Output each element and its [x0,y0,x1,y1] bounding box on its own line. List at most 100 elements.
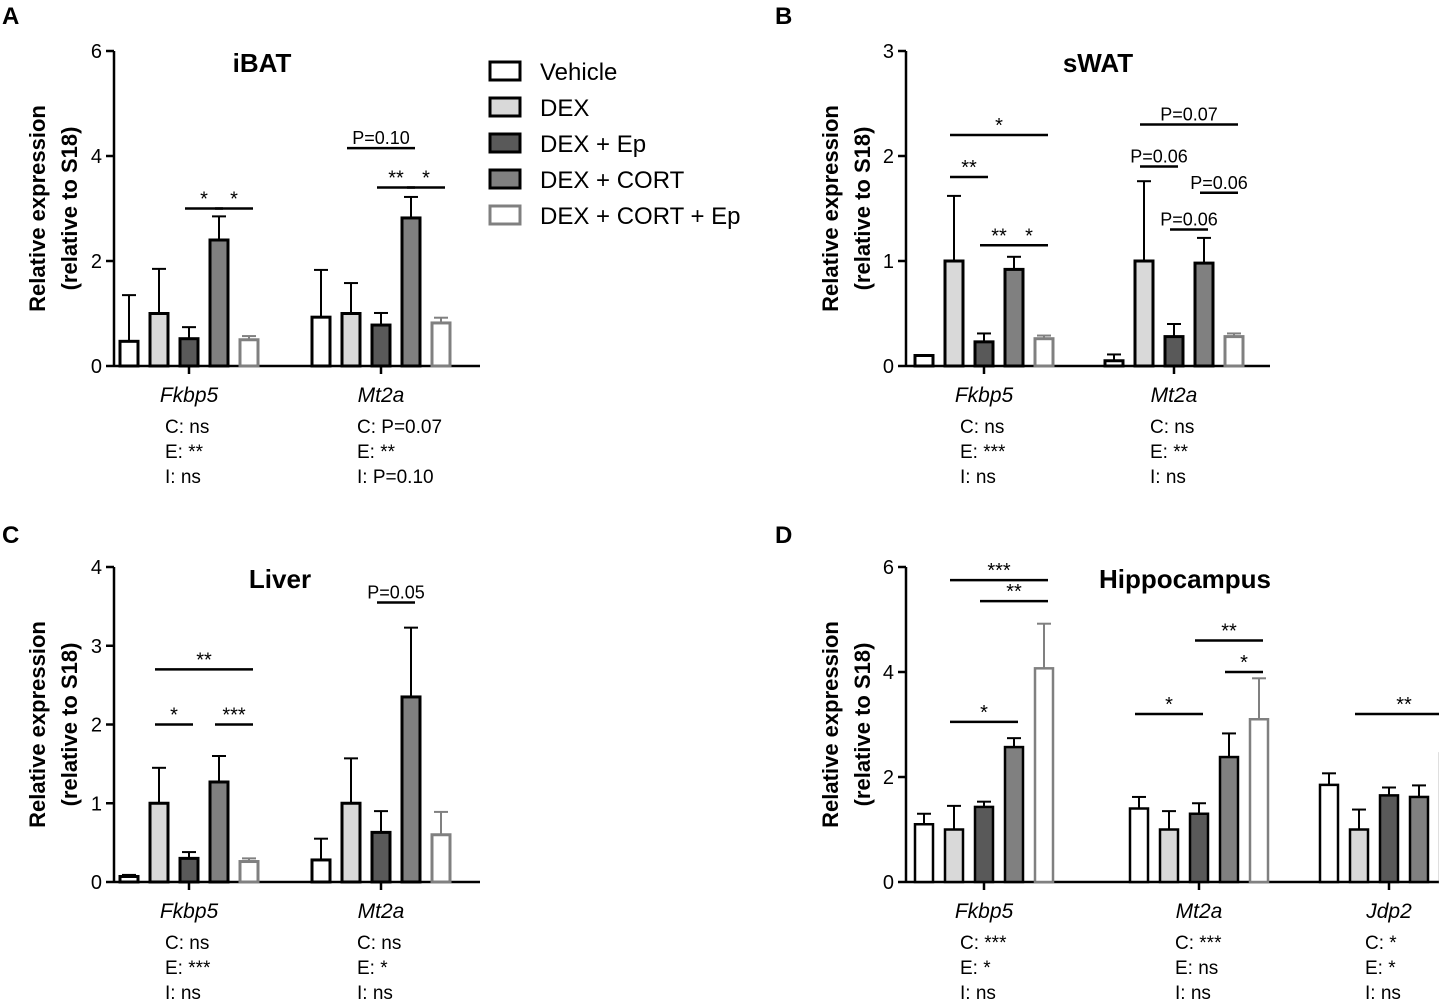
bar-dex-cort [208,238,230,368]
bar-dex [1348,828,1370,884]
category-label: Jdp2 [1365,900,1412,923]
bar-vehicle [310,858,332,884]
category-label: Mt2a [358,384,405,407]
significance-label: P=0.06 [1160,210,1218,230]
y-tick-label: 4 [91,146,102,168]
panel-letter-d: D [775,522,792,549]
stat-line: C: ns [960,417,1004,438]
significance-label: ** [196,649,212,671]
legend-label: DEX + CORT [540,167,685,194]
bar-vehicle [310,315,332,368]
bar-dex-cort-ep [430,321,452,368]
bar-dex-cort [1003,267,1025,368]
bar-dex-ep [370,830,392,884]
bar-vehicle [913,354,935,368]
bar-dex-cort-ep [238,338,260,368]
y-axis-label-line: Relative expression [818,621,843,828]
stat-line: E: * [357,958,388,979]
y-axis-label-line: (relative to S18) [57,127,82,291]
y-axis-label: Relative expression (relative to S18) [818,621,875,828]
significance-label: P=0.06 [1130,147,1188,167]
y-tick-label: 0 [91,872,102,894]
y-tick-label: 2 [91,715,102,737]
y-tick-label: 1 [883,251,894,273]
y-axis-label: Relative expression (relative to S18) [818,105,875,312]
legend: Vehicle DEX DEX + Ep DEX + CORT DEX + CORT +… [488,59,741,230]
significance-label: * [995,115,1003,137]
significance-label: ** [1006,581,1022,603]
bar-dex [1133,259,1155,368]
legend-swatch [488,96,522,118]
y-axis-label-line: (relative to S18) [850,643,875,807]
category-label: Fkbp5 [955,900,1014,923]
bar-dex [148,801,170,884]
stat-line: I: ns [165,983,201,1004]
bar-dex-cort [400,695,422,884]
significance-label: * [1240,652,1248,674]
significance-label: ** [991,225,1007,247]
y-axis-label-line: (relative to S18) [850,127,875,291]
bar-vehicle [118,874,140,884]
stat-line: I: ns [960,467,996,488]
y-tick-label: 2 [883,146,894,168]
significance-label: P=0.10 [352,128,410,148]
bar-dex-cort-ep [1223,335,1245,368]
stat-line: E: * [960,958,991,979]
y-tick-label: 4 [883,662,894,684]
significance-label: * [230,189,238,211]
stat-line: I: ns [165,467,201,488]
y-tick-label: 1 [91,793,102,815]
significance-label: *** [222,705,246,727]
panel-letter-b: B [775,3,792,30]
stat-line: E: * [1365,958,1396,979]
category-label: Mt2a [1176,900,1223,923]
significance-label: P=0.05 [367,582,425,602]
panels: 0 2 4 6 Relative expression (relative to S18)… [25,41,1439,1004]
bar-dex-cort [208,780,230,884]
significance-label: ** [388,168,404,190]
y-tick-label: 2 [883,767,894,789]
panel-b: 0 1 2 3 Relative expression (relative to S18)… [818,41,1270,488]
bar-vehicle [1128,807,1150,884]
legend-label: DEX + CORT + Ep [540,203,741,230]
y-axis-label-line: (relative to S18) [57,643,82,807]
stat-line: C: * [1365,933,1397,954]
stat-line: I: ns [1365,983,1401,1004]
category-label: Mt2a [358,900,405,923]
significance-label: * [422,168,430,190]
stat-line: I: ns [960,983,996,1004]
stat-line: C: P=0.07 [357,417,442,438]
stat-line: C: ns [357,933,401,954]
significance-label: ** [1396,694,1412,716]
legend-label: Vehicle [540,59,617,86]
chart-title: Liver [249,564,311,594]
y-tick-label: 6 [883,557,894,579]
y-tick-label: 6 [91,41,102,63]
bar-dex-cort-ep [430,833,452,884]
significance-label: * [170,705,178,727]
bar-dex-cort-ep [1033,667,1055,884]
legend-swatch [488,60,522,82]
stat-line: C: ns [165,417,209,438]
stat-line: E: *** [165,958,211,979]
stat-line: C: *** [1175,933,1222,954]
bar-dex-cort [1003,745,1025,884]
bar-dex-cort-ep [1033,337,1055,368]
bar-dex-ep [178,337,200,368]
bar-dex [340,312,362,368]
bar-dex-ep [370,323,392,368]
legend-label: DEX + Ep [540,131,646,158]
stat-line: E: *** [960,442,1006,463]
stat-line: E: ** [357,442,396,463]
stat-line: E: ** [1150,442,1189,463]
y-tick-label: 0 [91,356,102,378]
bar-dex-cort-ep [1248,718,1270,884]
significance-label: *** [987,560,1011,582]
bar-dex-ep [178,856,200,884]
y-axis-label: Relative expression (relative to S18) [25,621,82,828]
y-axis-label-line: Relative expression [25,621,50,828]
y-tick-label: 4 [91,557,102,579]
chart-title: sWAT [1063,48,1133,78]
legend-swatch [488,168,522,190]
